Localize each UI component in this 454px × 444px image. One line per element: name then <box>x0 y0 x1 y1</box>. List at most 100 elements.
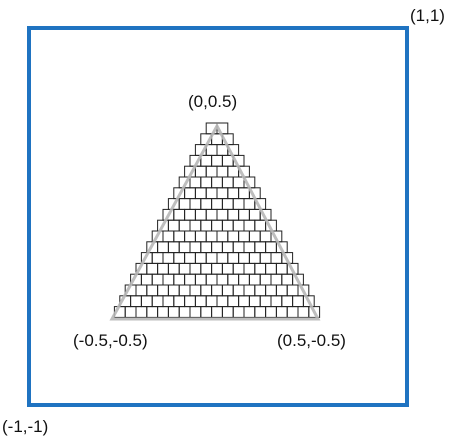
raster-pixel <box>259 252 272 264</box>
raster-pixel <box>205 165 218 178</box>
raster-pixel <box>211 241 223 254</box>
raster-pixel <box>259 230 272 243</box>
raster-pixel <box>232 198 245 210</box>
raster-pixel <box>200 154 213 167</box>
raster-pixel <box>178 241 191 254</box>
raster-pixel <box>270 273 283 286</box>
raster-pixel <box>167 306 180 318</box>
raster-pixel <box>221 306 234 318</box>
raster-pixel <box>216 165 229 178</box>
raster-pixel <box>243 198 256 210</box>
triangle-outline <box>109 122 321 321</box>
raster-pixel <box>162 295 175 308</box>
raster-pixel <box>146 284 159 297</box>
raster-pixel <box>221 176 234 189</box>
raster-pixel <box>162 273 175 286</box>
raster-pixel <box>167 284 180 297</box>
raster-pixel <box>178 262 191 275</box>
raster-pixel <box>227 165 240 178</box>
raster-pixel <box>157 284 169 297</box>
raster-pixel <box>308 306 321 318</box>
raster-pixel <box>248 252 261 264</box>
raster-pixel <box>205 273 218 286</box>
raster-pixel <box>259 273 272 286</box>
raster-pixel <box>211 262 223 275</box>
raster-pixel <box>254 306 267 318</box>
raster-pixel <box>248 273 261 286</box>
raster-pixel <box>189 219 202 232</box>
raster-pixel <box>297 306 310 318</box>
raster-pixel <box>189 306 202 318</box>
raster-pixel <box>184 208 196 221</box>
raster-pixel <box>167 219 180 232</box>
label-left-vertex: (-0.5,-0.5) <box>73 331 148 350</box>
raster-pixel <box>162 252 175 264</box>
raster-pixel <box>151 273 164 286</box>
raster-pixel <box>265 284 277 297</box>
raster-pixel <box>167 241 180 254</box>
raster-pixel <box>146 306 159 318</box>
raster-pixel <box>162 230 175 243</box>
raster-pixel <box>232 306 245 318</box>
raster-pixel <box>216 252 229 264</box>
raster-pixel <box>178 219 191 232</box>
raster-pixel <box>281 273 294 286</box>
raster-pixel <box>205 230 218 243</box>
raster-pixel <box>184 230 196 243</box>
raster-pixel <box>194 230 207 243</box>
raster-pixel <box>238 187 250 200</box>
raster-pixel <box>157 241 169 254</box>
raster-pixel <box>189 241 202 254</box>
raster-pixel <box>200 284 213 297</box>
raster-pixel <box>189 176 202 189</box>
raster-pixel <box>286 306 299 318</box>
raster-pixel <box>254 219 267 232</box>
raster-pixel <box>227 273 240 286</box>
raster-pixel <box>221 198 234 210</box>
raster-pixel <box>211 219 223 232</box>
raster-pixel <box>157 306 169 318</box>
raster-pixel <box>281 295 294 308</box>
raster-pixel <box>221 262 234 275</box>
raster-pixel <box>221 284 234 297</box>
raster-pixel <box>205 252 218 264</box>
raster-pixel <box>173 273 186 286</box>
raster-pixel <box>146 262 159 275</box>
raster-pixel <box>243 284 256 297</box>
raster-pixel <box>189 284 202 297</box>
raster-pixel <box>200 219 213 232</box>
raster-pixel <box>200 198 213 210</box>
raster-pixel <box>221 219 234 232</box>
raster-pixel <box>216 187 229 200</box>
raster-pixel <box>200 262 213 275</box>
label-right-vertex: (0.5,-0.5) <box>277 331 346 350</box>
raster-pixel <box>216 208 229 221</box>
raster-pixel <box>243 262 256 275</box>
raster-pixel <box>205 295 218 308</box>
raster-pixel <box>173 208 186 221</box>
raster-pixel <box>157 262 169 275</box>
raster-pixel <box>248 208 261 221</box>
raster-pixel <box>135 306 148 318</box>
raster-pixel <box>238 208 250 221</box>
raster-pixel <box>216 295 229 308</box>
raster-pixel <box>194 252 207 264</box>
raster-pixel <box>238 295 250 308</box>
raster-pixel <box>200 241 213 254</box>
raster-pixel <box>151 252 164 264</box>
raster-pixel <box>254 262 267 275</box>
raster-pixel <box>248 230 261 243</box>
raster-pixel <box>238 252 250 264</box>
raster-pixel <box>205 208 218 221</box>
raster-pixel <box>259 295 272 308</box>
raster-pixel <box>227 252 240 264</box>
raster-pixel <box>232 176 245 189</box>
raster-pixel <box>124 306 137 318</box>
raster-pixel <box>194 187 207 200</box>
raster-pixel <box>211 176 223 189</box>
raster-pixel <box>227 208 240 221</box>
raster-pixel <box>211 284 223 297</box>
raster-pixel <box>238 230 250 243</box>
raster-pixel <box>265 241 277 254</box>
raster-pixel <box>243 306 256 318</box>
